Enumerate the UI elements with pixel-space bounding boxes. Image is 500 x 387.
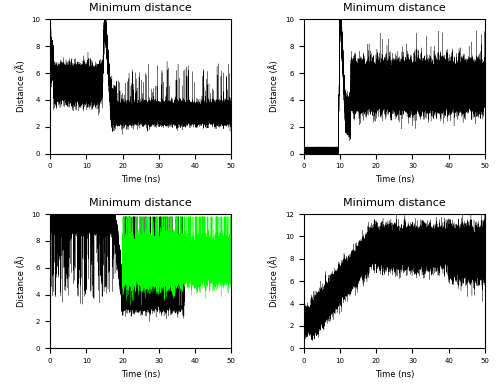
X-axis label: Time (ns): Time (ns) <box>121 370 160 378</box>
Title: Minimum distance: Minimum distance <box>343 198 446 208</box>
Title: Minimum distance: Minimum distance <box>89 3 192 13</box>
Y-axis label: Distance (Å): Distance (Å) <box>16 255 26 307</box>
X-axis label: Time (ns): Time (ns) <box>374 370 414 378</box>
Title: Minimum distance: Minimum distance <box>89 198 192 208</box>
Y-axis label: Distance (Å): Distance (Å) <box>16 61 26 112</box>
Title: Minimum distance: Minimum distance <box>343 3 446 13</box>
X-axis label: Time (ns): Time (ns) <box>121 175 160 184</box>
X-axis label: Time (ns): Time (ns) <box>374 175 414 184</box>
Y-axis label: Distance (Å): Distance (Å) <box>270 255 280 307</box>
Y-axis label: Distance (Å): Distance (Å) <box>270 61 280 112</box>
